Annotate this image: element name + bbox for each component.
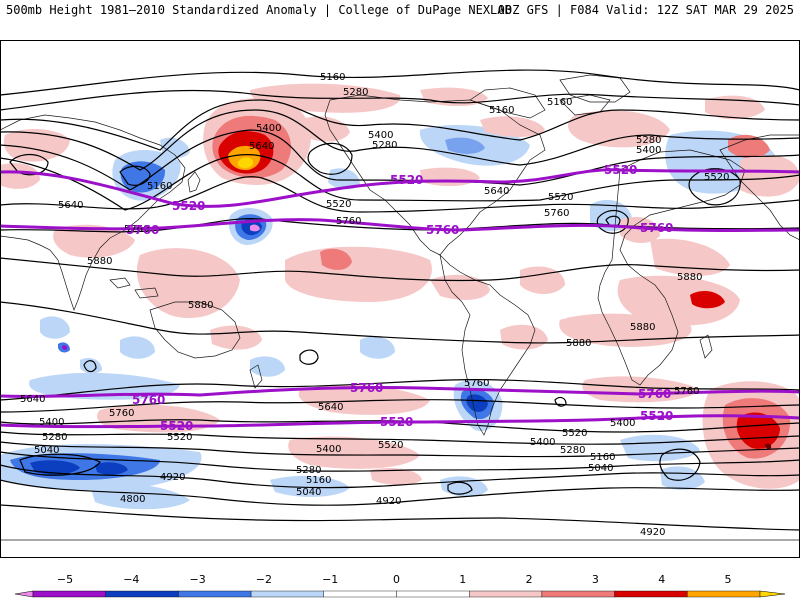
contour-label: 4800 [120,494,145,505]
contour-label-5760: 5760 [350,381,383,395]
contour-label: 5160 [590,452,615,463]
model-run-info: 00Z GFS | F084 Valid: 12Z SAT MAR 29 202… [497,3,794,17]
contour-label-5520: 5520 [160,419,193,433]
colorbar-tick-label: 4 [658,573,665,586]
contour-label-5520: 5520 [604,163,637,177]
contour-label: 5520 [562,428,587,439]
contour-label: 5040 [588,463,613,474]
colorbar-tick-label: 1 [459,573,466,586]
purple-contours [0,168,800,429]
contour-label: 5160 [320,72,345,83]
contour-label: 5400 [368,130,393,141]
colorbar-tick-label: −2 [256,573,272,586]
contour-label: 5760 [544,208,569,219]
colorbar-segment [687,590,761,598]
contour-label: 5880 [677,272,702,283]
colorbar-segment [250,590,325,598]
contour-label: 5400 [39,417,64,428]
colorbar-segment [396,590,470,598]
contour-label: 5880 [188,300,213,311]
colorbar-tick-label: 5 [725,573,732,586]
contour-label: 5760 [674,386,699,397]
colorbar-tick-label: −5 [57,573,73,586]
contour-label: 5520 [167,432,192,443]
contour-label-5760: 5760 [638,387,671,401]
contour-label-5760: 5760 [426,223,459,237]
contour-label: 5400 [530,437,555,448]
contour-label: 5640 [484,186,509,197]
black-contour-labels: 5160 5280 5400 5160 5160 5280 5400 5640 … [20,72,729,538]
contour-label: 5400 [256,123,281,134]
contour-label: 5280 [296,465,321,476]
contour-label: 5880 [87,256,112,267]
colorbar-extend-low [14,590,34,598]
contour-label: 4920 [640,527,665,538]
contour-label: 4920 [160,472,185,483]
anomaly-map: 5160 5280 5400 5160 5160 5280 5400 5640 … [0,40,800,558]
contour-label: 5520 [378,440,403,451]
colorbar-ticks: −5 −4 −3 −2 −1 0 1 2 3 4 5 [57,573,732,586]
contour-label: 5760 [124,224,149,235]
contour-label-5520: 5520 [390,173,423,187]
contour-label: 5280 [636,135,661,146]
colorbar-segment [614,590,688,598]
colorbar-segment [105,590,179,598]
colorbar-tick-label: −3 [189,573,205,586]
colorbar-scale [14,590,786,598]
contour-label: 5160 [306,475,331,486]
contour-label: 5640 [20,394,45,405]
contour-label: 5040 [34,445,59,456]
contour-label: 5280 [343,87,368,98]
contour-label: 5040 [296,487,321,498]
colorbar-segment [323,590,397,598]
contour-label: 5160 [489,105,514,116]
colorbar-segment [32,590,106,598]
contour-label: 5760 [464,378,489,389]
contour-label: 5760 [336,216,361,227]
colorbar: −5 −4 −3 −2 −1 0 1 2 3 4 5 [14,573,786,598]
contour-label: 5880 [566,338,591,349]
colorbar-extend-high [759,590,786,598]
contour-label: 5640 [318,402,343,413]
contour-label-5520: 5520 [172,199,205,213]
colorbar-tick-label: −4 [123,573,139,586]
contour-label-5760: 5760 [132,393,165,407]
contour-label: 5280 [560,445,585,456]
contour-label: 5160 [147,181,172,192]
contour-label: 5880 [630,322,655,333]
anomaly-shading [0,83,800,510]
colorbar-segment [541,590,615,598]
contour-label: 5160 [547,97,572,108]
contour-label: 5520 [704,172,729,183]
contour-label-5520: 5520 [640,409,673,423]
contour-label: 5760 [109,408,134,419]
colorbar-tick-label: 3 [592,573,599,586]
contour-label: 5400 [610,418,635,429]
map-title: 500mb Height 1981–2010 Standardized Anom… [6,3,512,17]
contour-label: 5280 [42,432,67,443]
colorbar-segment [178,590,252,598]
contour-label: 5400 [316,444,341,455]
contour-label-5760: 5760 [126,223,159,237]
contour-label: 5640 [249,141,274,152]
contour-label: 4920 [376,496,401,507]
coastlines [0,74,800,541]
contour-label-5760: 5760 [640,221,673,235]
colorbar-tick-label: −1 [322,573,338,586]
colorbar-segment [469,590,543,598]
contour-label: 5280 [372,140,397,151]
contour-label: 5400 [636,145,661,156]
contour-label: 5520 [326,199,351,210]
contour-label-5520: 5520 [380,415,413,429]
colorbar-tick-label: 0 [393,573,400,586]
colorbar-tick-label: 2 [526,573,533,586]
purple-contour-labels: 5520 5520 5520 5760 5760 5760 5760 5760 … [126,163,673,433]
contour-label: 5640 [58,200,83,211]
contour-label: 5520 [548,192,573,203]
